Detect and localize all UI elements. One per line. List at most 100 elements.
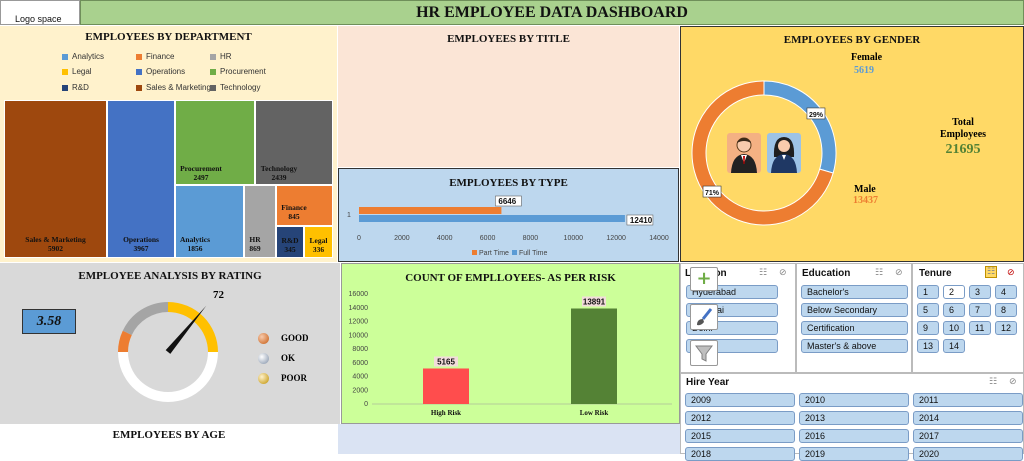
department-title: EMPLOYEES BY DEPARTMENT bbox=[85, 31, 252, 43]
x-tick-label: 10000 bbox=[564, 235, 584, 242]
male-person-icon bbox=[731, 137, 757, 173]
bar-high-risk bbox=[423, 368, 469, 404]
tenure-item[interactable]: 4 bbox=[995, 285, 1017, 299]
hire-year-item[interactable]: 2015 bbox=[685, 429, 795, 443]
treemap-tile-sales[interactable]: Sales & Marketing 5902 bbox=[4, 100, 107, 258]
rating-panel: EMPLOYEE ANALYSIS BY RATING 3.58 72 GOOD… bbox=[0, 263, 340, 424]
x-tick-label: 4000 bbox=[437, 235, 453, 242]
plus-icon: + bbox=[696, 268, 712, 289]
hire-year-item[interactable]: 2011 bbox=[913, 393, 1023, 407]
age-title: EMPLOYEES BY AGE bbox=[112, 429, 226, 441]
brush-icon bbox=[697, 308, 713, 326]
clear-filter-icon[interactable]: ⊘ bbox=[1007, 268, 1015, 278]
x-tick-label: 0 bbox=[357, 235, 361, 242]
style-button[interactable] bbox=[690, 304, 718, 330]
y-tick-label: 16000 bbox=[349, 291, 369, 298]
y-tick-label: 8000 bbox=[352, 346, 368, 353]
type-chart-title: EMPLOYEES BY TYPE bbox=[449, 177, 568, 189]
logo-space: Logo space bbox=[0, 0, 80, 25]
hire-year-item[interactable]: 2012 bbox=[685, 411, 795, 425]
hire-year-item[interactable]: 2018 bbox=[685, 447, 795, 461]
legend-hr: HR bbox=[210, 52, 232, 61]
hire-year-item[interactable]: 2020 bbox=[913, 447, 1023, 461]
education-item[interactable]: Below Secondary bbox=[801, 303, 908, 317]
title-chart-title: EMPLOYEES BY TITLE bbox=[447, 33, 570, 45]
education-item[interactable]: Bachelor's bbox=[801, 285, 908, 299]
poor-dot-icon bbox=[258, 373, 269, 385]
tenure-item[interactable]: 5 bbox=[917, 303, 939, 317]
risk-title: COUNT OF EMPLLOYEES- AS PER RISK bbox=[405, 272, 616, 284]
title-bar-chart: 1662051598526667657784207010002000300040… bbox=[338, 26, 679, 167]
add-element-button[interactable]: + bbox=[690, 267, 718, 291]
female-label: Female bbox=[851, 52, 883, 63]
tenure-item[interactable]: 1 bbox=[917, 285, 939, 299]
hire-year-item[interactable]: 2014 bbox=[913, 411, 1023, 425]
tenure-item[interactable]: 3 bbox=[969, 285, 991, 299]
treemap-tile-analytics[interactable]: Analytics 1856 bbox=[175, 185, 244, 258]
hire-year-item[interactable]: 2019 bbox=[799, 447, 909, 461]
tenure-item[interactable]: 8 bbox=[995, 303, 1017, 317]
tenure-item[interactable]: 12 bbox=[995, 321, 1017, 335]
tenure-item[interactable]: 10 bbox=[943, 321, 965, 335]
legend-label: Part Time bbox=[479, 250, 509, 257]
data-label-box bbox=[582, 296, 606, 307]
education-item[interactable]: Master's & above bbox=[801, 339, 908, 353]
total-employees-value: 21695 bbox=[945, 142, 981, 157]
multiselect-icon[interactable]: ☷ bbox=[989, 377, 998, 387]
hire-year-item[interactable]: 2017 bbox=[913, 429, 1023, 443]
hire-year-item[interactable]: 2009 bbox=[685, 393, 795, 407]
tenure-item[interactable]: 14 bbox=[943, 339, 965, 353]
risk-panel: COUNT OF EMPLLOYEES- AS PER RISK 0 2000 40… bbox=[341, 263, 680, 424]
multiselect-icon[interactable]: ☷ bbox=[759, 268, 768, 278]
legend-poor: POOR bbox=[258, 373, 307, 385]
treemap-tile-hr[interactable]: HR 869 bbox=[244, 185, 276, 258]
bar-part-time bbox=[359, 207, 502, 214]
rating-title: EMPLOYEE ANALYSIS BY RATING bbox=[78, 270, 262, 282]
donut-slice-male bbox=[691, 80, 834, 226]
hire-year-item[interactable]: 2016 bbox=[799, 429, 909, 443]
gender-title: EMPLOYEES BY GENDER bbox=[783, 34, 921, 46]
treemap-tile-finance[interactable]: Finance 845 bbox=[276, 185, 333, 226]
tenure-item[interactable]: 6 bbox=[943, 303, 965, 317]
legend-legal: Legal bbox=[62, 67, 92, 76]
tenure-item[interactable]: 7 bbox=[969, 303, 991, 317]
y-tick-label: 12000 bbox=[349, 319, 369, 326]
gauge-segment-good bbox=[118, 330, 132, 352]
multiselect-icon[interactable]: ☷ bbox=[875, 268, 884, 278]
hire-year-item[interactable]: 2013 bbox=[799, 411, 909, 425]
treemap-tile-operations[interactable]: Operations 3967 bbox=[107, 100, 175, 258]
rating-score-box: 3.58 bbox=[22, 309, 76, 334]
gauge-needle bbox=[165, 305, 207, 354]
male-value: 13437 bbox=[853, 195, 878, 206]
gauge-value: 72 bbox=[213, 289, 224, 301]
filter-button[interactable] bbox=[690, 340, 718, 366]
donut-label: 29% bbox=[809, 112, 824, 119]
multiselect-icon[interactable]: ☷ bbox=[985, 266, 998, 278]
clear-filter-icon[interactable]: ⊘ bbox=[779, 268, 787, 278]
title-chart-panel: EMPLOYEES BY TITLE 166205159852666765778… bbox=[338, 26, 679, 167]
blank-panel bbox=[338, 424, 680, 454]
treemap-tile-legal[interactable]: Legal 336 bbox=[304, 226, 333, 258]
treemap-tile-procurement[interactable]: Procurement 2497 bbox=[175, 100, 255, 185]
legend-label: Full Time bbox=[519, 250, 548, 257]
tenure-item[interactable]: 13 bbox=[917, 339, 939, 353]
clear-filter-icon[interactable]: ⊘ bbox=[1009, 377, 1017, 387]
education-item[interactable]: Certification bbox=[801, 321, 908, 335]
age-panel: EMPLOYEES BY AGE bbox=[0, 424, 338, 454]
female-person-icon bbox=[771, 137, 797, 173]
clear-filter-icon[interactable]: ⊘ bbox=[895, 268, 903, 278]
y-tick-label: 0 bbox=[364, 401, 368, 408]
y-tick-label: 4000 bbox=[352, 374, 368, 381]
data-label: 5165 bbox=[437, 357, 455, 366]
legend-swatch bbox=[472, 250, 477, 255]
tenure-item[interactable]: 2 bbox=[943, 285, 965, 299]
data-label: 6646 bbox=[498, 197, 516, 206]
x-tick-label: 8000 bbox=[523, 235, 539, 242]
donut-label-box bbox=[702, 185, 722, 198]
hire-year-item[interactable]: 2010 bbox=[799, 393, 909, 407]
hire-year-slicer: Hire Year ☷ ⊘ 2009 2010 2011 2012 2013 2014 20… bbox=[680, 373, 1024, 461]
tenure-item[interactable]: 11 bbox=[969, 321, 991, 335]
treemap-tile-technology[interactable]: Technology 2439 bbox=[255, 100, 333, 185]
tenure-item[interactable]: 9 bbox=[917, 321, 939, 335]
treemap-tile-rd[interactable]: R&D 345 bbox=[276, 226, 304, 258]
